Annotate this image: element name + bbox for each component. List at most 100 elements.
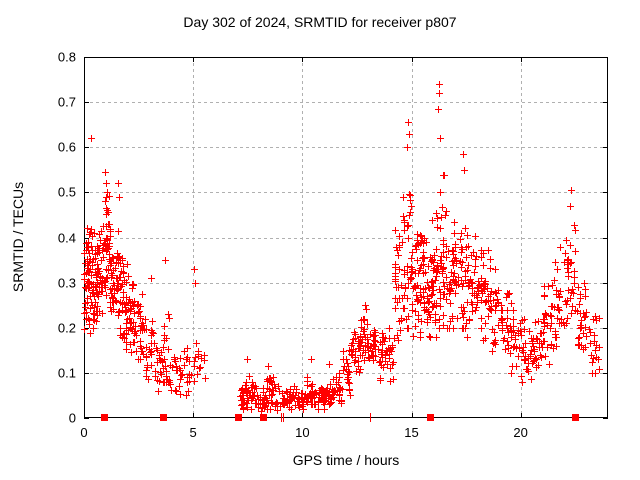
data-point xyxy=(573,307,581,315)
data-point xyxy=(124,273,132,281)
data-point xyxy=(462,225,470,233)
data-point xyxy=(151,339,159,347)
data-point xyxy=(372,338,380,346)
data-point xyxy=(433,267,441,275)
data-point xyxy=(412,243,420,251)
data-point xyxy=(165,315,173,323)
data-point xyxy=(471,232,479,240)
data-point xyxy=(308,356,316,364)
data-point xyxy=(509,316,517,324)
data-point xyxy=(82,299,89,307)
data-point xyxy=(379,341,387,349)
data-point xyxy=(405,119,413,127)
data-point xyxy=(116,298,124,306)
data-point xyxy=(83,316,91,324)
data-point xyxy=(176,365,184,373)
data-point xyxy=(87,226,95,234)
data-point xyxy=(320,405,328,413)
data-point xyxy=(419,293,427,301)
data-point xyxy=(262,394,270,402)
data-point xyxy=(186,370,194,378)
data-point xyxy=(369,341,377,349)
data-point xyxy=(385,350,393,358)
data-point xyxy=(360,356,368,364)
data-point xyxy=(155,377,163,385)
data-point xyxy=(409,332,417,340)
data-point xyxy=(239,396,247,404)
data-point xyxy=(344,362,352,370)
data-point xyxy=(91,292,99,300)
data-point xyxy=(81,284,89,292)
data-point xyxy=(85,258,93,266)
data-point xyxy=(120,330,128,338)
data-point xyxy=(340,347,348,355)
data-point xyxy=(109,305,117,313)
data-point xyxy=(123,345,131,353)
data-point xyxy=(283,399,291,407)
data-point xyxy=(166,376,174,384)
data-point xyxy=(327,380,335,388)
data-point xyxy=(284,388,292,396)
data-point xyxy=(122,319,130,327)
data-point xyxy=(286,390,294,398)
data-point xyxy=(506,349,514,357)
data-point xyxy=(367,352,375,360)
data-point xyxy=(91,304,99,312)
data-point xyxy=(368,347,376,355)
data-point xyxy=(435,265,443,273)
data-point xyxy=(127,340,135,348)
data-point xyxy=(315,386,323,394)
data-point xyxy=(121,329,129,337)
data-point xyxy=(458,310,466,318)
data-point xyxy=(299,401,307,409)
data-point xyxy=(336,392,344,400)
data-point xyxy=(92,271,100,279)
data-point xyxy=(395,318,403,326)
data-point xyxy=(162,363,170,371)
x-tick-top xyxy=(193,57,195,62)
data-point xyxy=(347,347,355,355)
data-point xyxy=(308,392,316,400)
data-point xyxy=(436,135,444,143)
y-tick-right xyxy=(603,372,608,374)
data-point xyxy=(486,264,494,272)
data-point xyxy=(89,256,97,264)
data-point xyxy=(195,364,203,372)
x-tick-bottom xyxy=(302,413,304,418)
data-point xyxy=(417,238,425,246)
data-point xyxy=(82,285,90,293)
data-point xyxy=(352,368,360,376)
data-point xyxy=(105,251,113,259)
data-point xyxy=(567,187,575,195)
data-point xyxy=(337,400,345,408)
data-point xyxy=(404,268,412,276)
data-point xyxy=(417,262,425,270)
data-point xyxy=(139,290,147,298)
data-point xyxy=(118,267,126,275)
data-point xyxy=(436,294,444,302)
data-point xyxy=(404,295,412,303)
data-point xyxy=(129,326,137,334)
data-point xyxy=(397,326,405,334)
data-point xyxy=(98,274,106,282)
data-point xyxy=(197,355,205,363)
data-point xyxy=(129,282,137,290)
data-point xyxy=(98,247,106,255)
data-point xyxy=(271,400,279,408)
data-point xyxy=(90,229,98,237)
data-point xyxy=(160,332,168,339)
data-point xyxy=(380,337,388,345)
data-point xyxy=(589,369,597,377)
data-point xyxy=(429,277,437,285)
data-point xyxy=(571,248,579,256)
data-point xyxy=(268,390,276,398)
data-point xyxy=(391,334,398,342)
data-point xyxy=(361,302,369,310)
data-point xyxy=(379,334,387,342)
data-point xyxy=(311,394,319,402)
data-point xyxy=(100,278,108,286)
y-tick-label: 0.5 xyxy=(57,184,76,200)
data-point xyxy=(325,398,333,406)
data-point xyxy=(345,373,353,381)
data-point xyxy=(146,345,154,353)
